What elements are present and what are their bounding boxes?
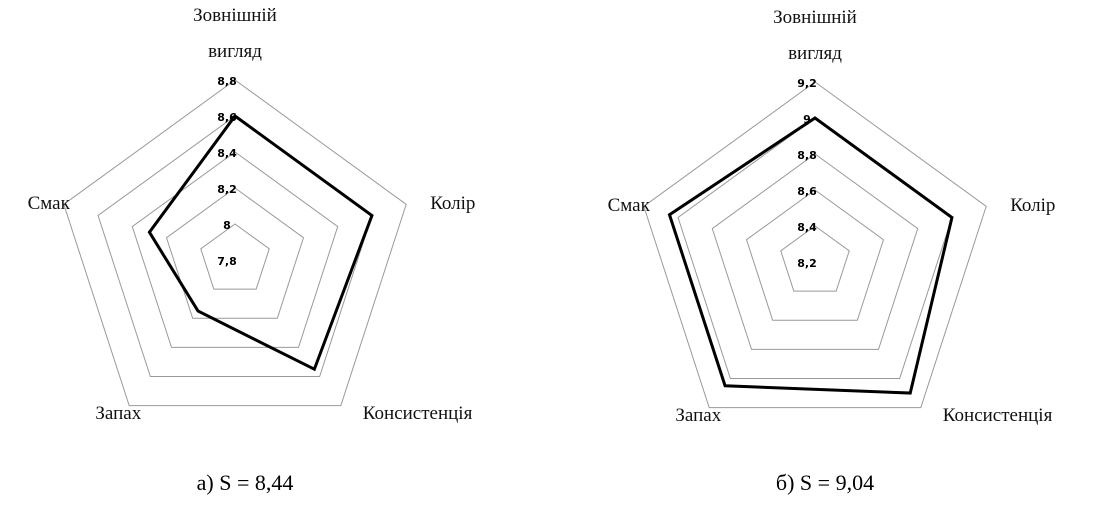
axis-label: Колір — [1010, 195, 1056, 217]
grid-ring — [643, 81, 987, 409]
axis-label: Смак — [27, 193, 70, 215]
caption: б) S = 9,04 — [776, 470, 874, 495]
tick-label: 8,4 — [217, 147, 237, 160]
data-line — [147, 113, 374, 372]
axis-label: Смак — [607, 195, 650, 217]
grid-ring — [63, 79, 407, 407]
tick-label: 8 — [223, 219, 231, 232]
tick-label: 8,6 — [797, 185, 817, 198]
caption: а) S = 8,44 — [197, 470, 294, 495]
data-line — [667, 116, 954, 395]
grid-ring — [131, 151, 339, 348]
axis-label: Зовнішній вигляд — [193, 5, 277, 62]
tick-label: 8,2 — [217, 183, 237, 196]
axis-label: Зовнішній вигляд — [773, 7, 857, 64]
tick-label: 8,4 — [797, 221, 817, 234]
axis-label: Запах — [95, 402, 142, 424]
axis-label: Консистенція — [942, 404, 1053, 426]
axis-label: Консистенція — [362, 402, 473, 424]
tick-label: 8,2 — [797, 257, 817, 270]
grid-ring — [780, 225, 850, 292]
axis-label: Колір — [430, 193, 476, 215]
tick-label: 9 — [803, 113, 811, 126]
tick-label: 9,2 — [797, 77, 817, 90]
tick-label: 7,8 — [217, 255, 237, 268]
grid-ring — [165, 187, 305, 319]
tick-label: 8,8 — [217, 75, 237, 88]
grid-ring — [745, 189, 885, 321]
axis-label: Запах — [675, 404, 722, 426]
grid-ring — [711, 153, 919, 350]
tick-label: 8,8 — [797, 149, 817, 162]
grid-ring — [200, 223, 270, 290]
